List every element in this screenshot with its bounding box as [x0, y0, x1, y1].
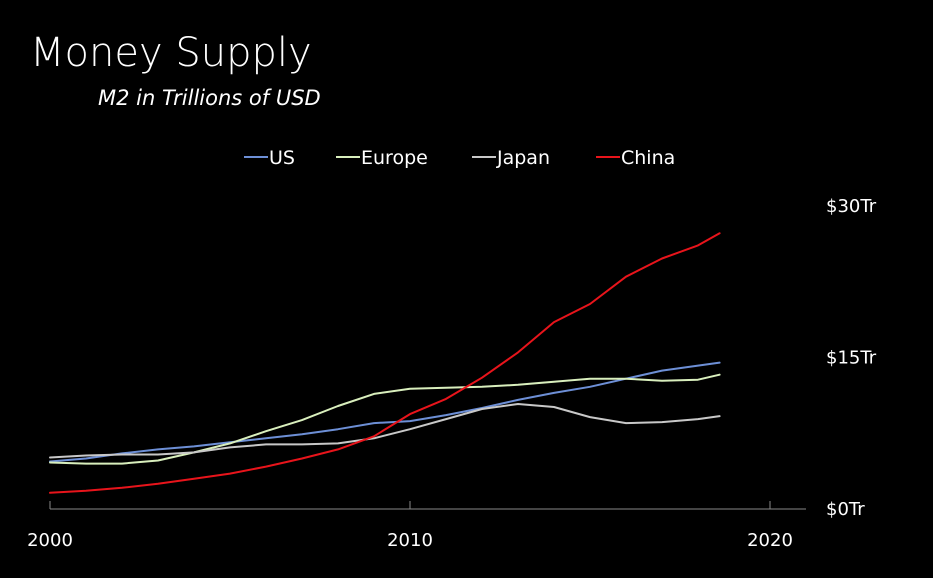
legend: US Europe Japan China: [244, 147, 675, 169]
x-tick-label: 2010: [387, 530, 433, 551]
legend-label-europe: Europe: [361, 147, 428, 169]
series-line-europe: [49, 373, 721, 465]
series-line-japan: [49, 403, 721, 459]
y-axis: $0Tr $15Tr $30Tr: [826, 196, 877, 520]
series-line-us: [49, 361, 721, 463]
chart-subtitle: M2 in Trillions of USD: [98, 86, 321, 110]
legend-label-us: US: [269, 147, 295, 169]
y-tick-label: $15Tr: [826, 348, 877, 369]
x-tick-label: 2000: [27, 530, 73, 551]
legend-label-japan: Japan: [496, 147, 550, 169]
plot-area: [49, 232, 721, 494]
legend-label-china: China: [621, 147, 675, 169]
y-tick-label: $30Tr: [826, 196, 877, 217]
chart-title: Money Supply: [30, 30, 312, 76]
y-tick-label: $0Tr: [826, 499, 865, 520]
x-axis: 2000 2010 2020: [27, 501, 793, 551]
series-line-china: [49, 232, 721, 494]
x-tick-label: 2020: [747, 530, 793, 551]
